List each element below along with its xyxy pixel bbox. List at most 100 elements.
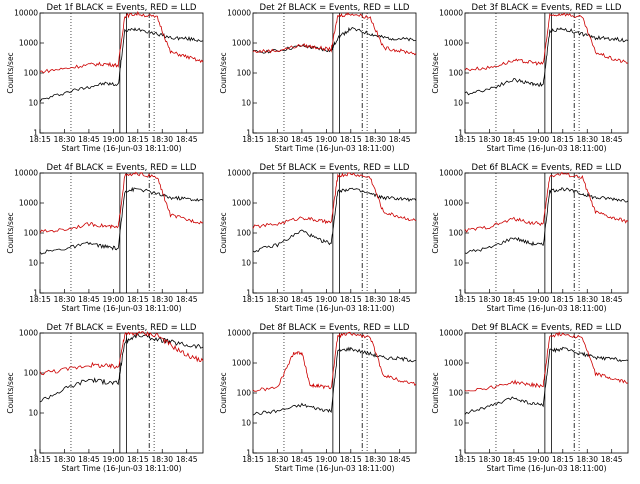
x-axis-label: Start Time (16-Jun-03 18:11:00) — [62, 144, 182, 153]
x-tick-label: 18:45 — [78, 455, 100, 464]
y-tick-label: 10 — [28, 409, 38, 418]
x-tick-label: 18:15 — [552, 135, 574, 144]
y-tick-label: 10000 — [227, 9, 251, 18]
y-tick-label: 1 — [458, 449, 463, 458]
panel-6: Det 6f BLACK = Events, RED = LLD 1 10 100 10… — [431, 163, 629, 313]
x-tick-label: 19:00 — [528, 295, 550, 304]
x-tick-label: 18:15 — [340, 135, 362, 144]
panel-8: Det 8f BLACK = Events, RED = LLD 1 10 100 10… — [219, 323, 417, 473]
y-tick-label: 100 — [449, 69, 464, 78]
x-tick-label: 18:30 — [267, 295, 289, 304]
y-tick-label: 100 — [24, 369, 39, 378]
x-tick-label: 18:15 — [127, 295, 149, 304]
panel-title: Det 6f BLACK = Events, RED = LLD — [472, 163, 622, 173]
y-tick-label: 10 — [453, 419, 463, 428]
events-series-line — [39, 27, 204, 103]
y-axis-label: Counts/sec — [219, 52, 228, 93]
events-series-line — [464, 27, 629, 96]
x-tick-label: 18:15 — [552, 295, 574, 304]
lld-series-line — [39, 331, 204, 376]
y-tick-label: 1 — [33, 289, 38, 298]
plot-frame — [252, 172, 417, 294]
y-axis-label: Counts/sec — [431, 52, 440, 93]
x-tick-label: 18:30 — [479, 135, 501, 144]
y-tick-label: 1000 — [444, 359, 463, 368]
x-axis-label: Start Time (16-Jun-03 18:11:00) — [62, 304, 182, 313]
x-tick-label: 18:15 — [340, 295, 362, 304]
lld-series-line — [252, 12, 417, 56]
y-axis-label: Counts/sec — [6, 212, 15, 253]
panel-title: Det 1f BLACK = Events, RED = LLD — [47, 3, 197, 13]
y-tick-label: 10 — [241, 259, 251, 268]
lld-series-line — [252, 331, 417, 392]
y-tick-label: 1 — [246, 449, 251, 458]
y-tick-label: 1000 — [19, 39, 38, 48]
x-tick-label: 18:45 — [389, 295, 411, 304]
x-axis-label: Start Time (16-Jun-03 18:11:00) — [275, 464, 395, 473]
x-tick-label: 18:15 — [29, 135, 51, 144]
x-tick-label: 19:00 — [316, 295, 338, 304]
x-tick-label: 19:00 — [528, 135, 550, 144]
plot-frame — [39, 12, 204, 134]
y-tick-label: 1 — [458, 129, 463, 138]
y-tick-label: 100 — [449, 389, 464, 398]
x-tick-label: 18:45 — [176, 135, 198, 144]
y-tick-label: 10000 — [439, 169, 463, 178]
x-axis-label: Start Time (16-Jun-03 18:11:00) — [487, 144, 607, 153]
x-tick-label: 19:00 — [103, 135, 125, 144]
lld-series-line — [39, 10, 204, 74]
y-tick-label: 1000 — [444, 199, 463, 208]
events-series-line — [39, 332, 204, 403]
plot-frame — [464, 12, 629, 134]
y-tick-label: 10 — [453, 99, 463, 108]
y-tick-label: 100 — [24, 69, 39, 78]
events-series-line — [39, 186, 204, 255]
y-axis-label: Counts/sec — [431, 372, 440, 413]
plot-frame — [464, 332, 629, 454]
x-tick-label: 18:15 — [454, 295, 476, 304]
y-tick-label: 1000 — [19, 329, 38, 338]
panel-title: Det 3f BLACK = Events, RED = LLD — [472, 3, 622, 13]
y-tick-label: 10 — [453, 259, 463, 268]
panel-title: Det 2f BLACK = Events, RED = LLD — [260, 3, 410, 13]
y-axis-label: Counts/sec — [219, 372, 228, 413]
x-axis-label: Start Time (16-Jun-03 18:11:00) — [275, 144, 395, 153]
x-tick-label: 18:30 — [151, 295, 173, 304]
x-tick-label: 18:45 — [389, 455, 411, 464]
x-tick-label: 19:00 — [103, 295, 125, 304]
x-tick-label: 18:45 — [78, 295, 100, 304]
panel-title: Det 8f BLACK = Events, RED = LLD — [260, 323, 410, 333]
x-tick-label: 18:30 — [364, 455, 386, 464]
x-tick-label: 18:45 — [176, 295, 198, 304]
lld-series-line — [39, 171, 204, 234]
events-series-line — [252, 187, 417, 253]
plot-frame — [39, 172, 204, 294]
panel-2: Det 2f BLACK = Events, RED = LLD 1 10 100 10… — [219, 3, 417, 153]
x-tick-label: 18:30 — [576, 135, 598, 144]
y-tick-label: 1000 — [19, 199, 38, 208]
y-tick-label: 10000 — [439, 9, 463, 18]
y-tick-label: 100 — [237, 69, 252, 78]
x-tick-label: 18:30 — [54, 295, 76, 304]
x-tick-label: 18:15 — [340, 455, 362, 464]
x-tick-label: 18:45 — [389, 135, 411, 144]
x-tick-label: 18:15 — [242, 135, 264, 144]
panel-7: Det 7f BLACK = Events, RED = LLD 1 10 100 10… — [6, 323, 204, 473]
x-tick-label: 18:30 — [54, 135, 76, 144]
x-axis-label: Start Time (16-Jun-03 18:11:00) — [487, 464, 607, 473]
y-tick-label: 10 — [241, 419, 251, 428]
events-series-line — [252, 26, 416, 54]
x-tick-label: 18:45 — [176, 455, 198, 464]
lld-series-line — [464, 331, 629, 392]
panel-1: Det 1f BLACK = Events, RED = LLD 1 10 100 10… — [6, 3, 204, 153]
x-tick-label: 18:45 — [291, 455, 313, 464]
x-tick-label: 18:45 — [601, 135, 623, 144]
plot-frame — [252, 332, 417, 454]
x-axis-label: Start Time (16-Jun-03 18:11:00) — [487, 304, 607, 313]
y-tick-label: 1000 — [232, 39, 251, 48]
y-tick-label: 10000 — [227, 169, 251, 178]
x-tick-label: 18:15 — [29, 295, 51, 304]
lld-series-line — [464, 171, 629, 233]
y-tick-label: 1 — [33, 129, 38, 138]
